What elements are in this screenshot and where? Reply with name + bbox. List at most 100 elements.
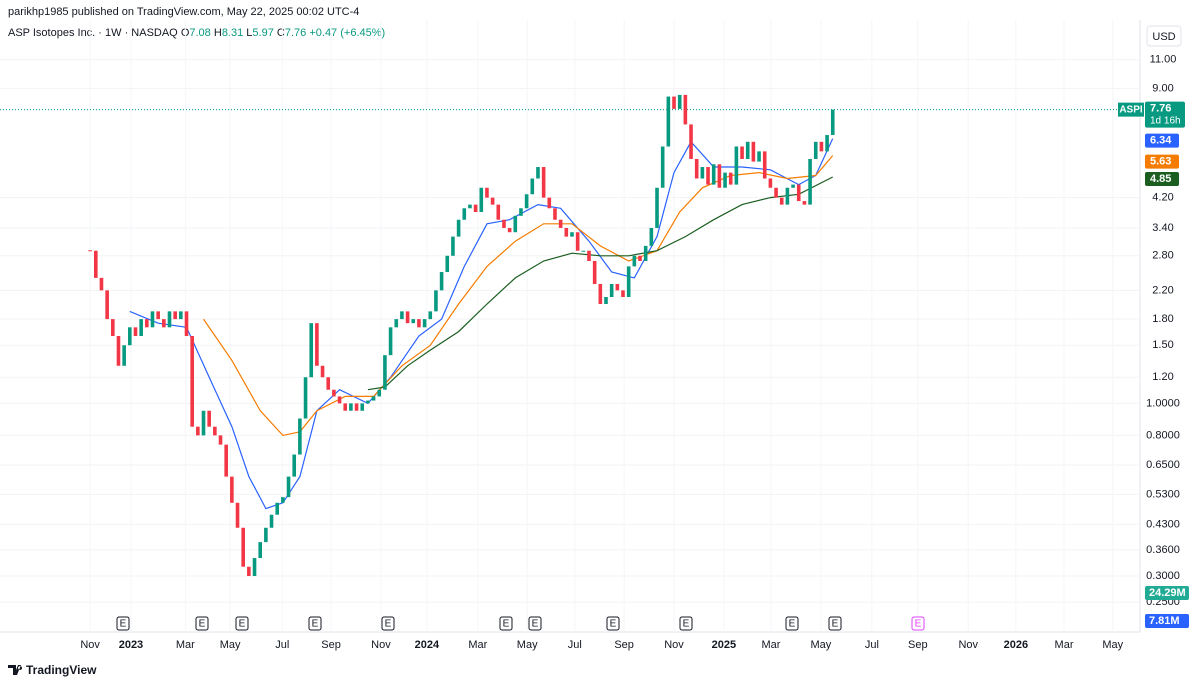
candle bbox=[167, 311, 172, 328]
candle bbox=[745, 141, 750, 159]
candle bbox=[411, 319, 416, 324]
candle bbox=[581, 250, 586, 252]
x-tick-label: Mar bbox=[1055, 639, 1074, 651]
candle bbox=[768, 178, 773, 188]
candle bbox=[207, 410, 211, 427]
candle bbox=[184, 311, 189, 337]
candle bbox=[734, 146, 739, 185]
earnings-label: E bbox=[312, 619, 319, 630]
candle bbox=[666, 96, 671, 147]
candle bbox=[541, 167, 546, 198]
symbol: ASP Isotopes Inc. · 1W · NASDAQ bbox=[8, 27, 178, 39]
candle bbox=[275, 502, 280, 515]
change-pct: (+6.45%) bbox=[340, 27, 385, 39]
candle bbox=[173, 311, 177, 320]
candle bbox=[519, 208, 523, 216]
ma-value-bg bbox=[1145, 133, 1179, 148]
x-tick-label: Mar bbox=[761, 639, 780, 651]
candle bbox=[145, 319, 149, 328]
candle bbox=[791, 184, 795, 188]
candle bbox=[235, 502, 240, 528]
candle bbox=[728, 172, 733, 185]
x-tick-label: Mar bbox=[176, 639, 195, 651]
candle bbox=[326, 377, 331, 390]
candle bbox=[405, 311, 410, 324]
ohlc-value: 7.08 bbox=[189, 27, 210, 39]
earnings-marker bbox=[116, 616, 130, 631]
x-tick-label: May bbox=[810, 639, 831, 651]
candle bbox=[700, 167, 705, 179]
earnings-marker bbox=[679, 616, 693, 631]
candle bbox=[394, 319, 399, 328]
x-tick-label: Nov bbox=[958, 639, 978, 651]
candle bbox=[530, 178, 535, 195]
legend-line: ASP Isotopes Inc. · 1W · NASDAQ O7.08 H8… bbox=[8, 27, 385, 39]
candle bbox=[598, 283, 603, 305]
earnings-marker bbox=[195, 616, 209, 631]
candle bbox=[564, 227, 569, 237]
candle bbox=[111, 319, 115, 337]
candle bbox=[247, 566, 251, 577]
countdown: 1d 16h bbox=[1150, 115, 1181, 126]
ohlc-label: H bbox=[214, 27, 222, 39]
ma-value: 6.34 bbox=[1150, 135, 1172, 147]
legend: ASP Isotopes Inc. · 1W · NASDAQ O7.08 H8… bbox=[8, 27, 385, 39]
candle bbox=[638, 255, 642, 261]
brand: TradingView bbox=[26, 663, 97, 677]
candle bbox=[796, 184, 801, 202]
candle bbox=[298, 418, 302, 455]
candle bbox=[609, 283, 614, 298]
candle bbox=[473, 204, 478, 212]
candle bbox=[513, 215, 518, 233]
y-tick-label: 2.80 bbox=[1152, 250, 1173, 262]
candle bbox=[813, 141, 818, 159]
candle bbox=[99, 277, 104, 291]
candle bbox=[439, 272, 444, 291]
ma-value-bg bbox=[1145, 172, 1179, 187]
candle bbox=[785, 187, 790, 205]
candle bbox=[672, 96, 676, 109]
candle bbox=[400, 311, 404, 320]
candle bbox=[751, 141, 756, 162]
earnings-label: E bbox=[503, 619, 510, 630]
volume-label: 24.29M bbox=[1149, 587, 1186, 599]
ma-value: 5.63 bbox=[1150, 156, 1171, 168]
candle bbox=[196, 426, 200, 436]
x-tick-label: 2026 bbox=[1004, 639, 1028, 651]
candle bbox=[468, 204, 472, 209]
earnings-marker bbox=[528, 616, 542, 631]
candle bbox=[292, 454, 297, 477]
y-tick-label: 0.4300 bbox=[1146, 518, 1180, 530]
y-tick-label: 1.0000 bbox=[1146, 397, 1180, 409]
candle bbox=[213, 426, 217, 436]
candle bbox=[604, 297, 608, 305]
candle bbox=[383, 355, 387, 390]
earnings-label: E bbox=[683, 619, 690, 630]
candle bbox=[337, 396, 342, 404]
x-tick-label: Mar bbox=[468, 639, 487, 651]
ticker-bg bbox=[1118, 102, 1144, 117]
x-tick-label: 2025 bbox=[712, 639, 736, 651]
candle bbox=[592, 260, 597, 284]
earnings-marker bbox=[785, 616, 799, 631]
x-tick-label: 2024 bbox=[415, 639, 440, 651]
y-tick-label: 2.20 bbox=[1152, 284, 1173, 296]
y-tick-label: 4.20 bbox=[1152, 192, 1173, 204]
candle bbox=[575, 232, 580, 251]
candle bbox=[388, 327, 393, 356]
earnings-label: E bbox=[120, 619, 127, 630]
candle bbox=[536, 167, 540, 179]
ohlc-value: 7.76 bbox=[285, 27, 306, 39]
candle bbox=[320, 365, 325, 378]
y-tick-label: 9.00 bbox=[1152, 82, 1173, 94]
currency-box[interactable] bbox=[1146, 25, 1182, 47]
ma-value: 4.85 bbox=[1150, 173, 1171, 185]
candle bbox=[94, 250, 98, 278]
candle bbox=[643, 245, 648, 261]
candle bbox=[723, 172, 727, 188]
candle bbox=[819, 141, 824, 152]
candle bbox=[677, 94, 682, 109]
candle bbox=[626, 266, 631, 298]
earnings-label: E bbox=[789, 619, 796, 630]
